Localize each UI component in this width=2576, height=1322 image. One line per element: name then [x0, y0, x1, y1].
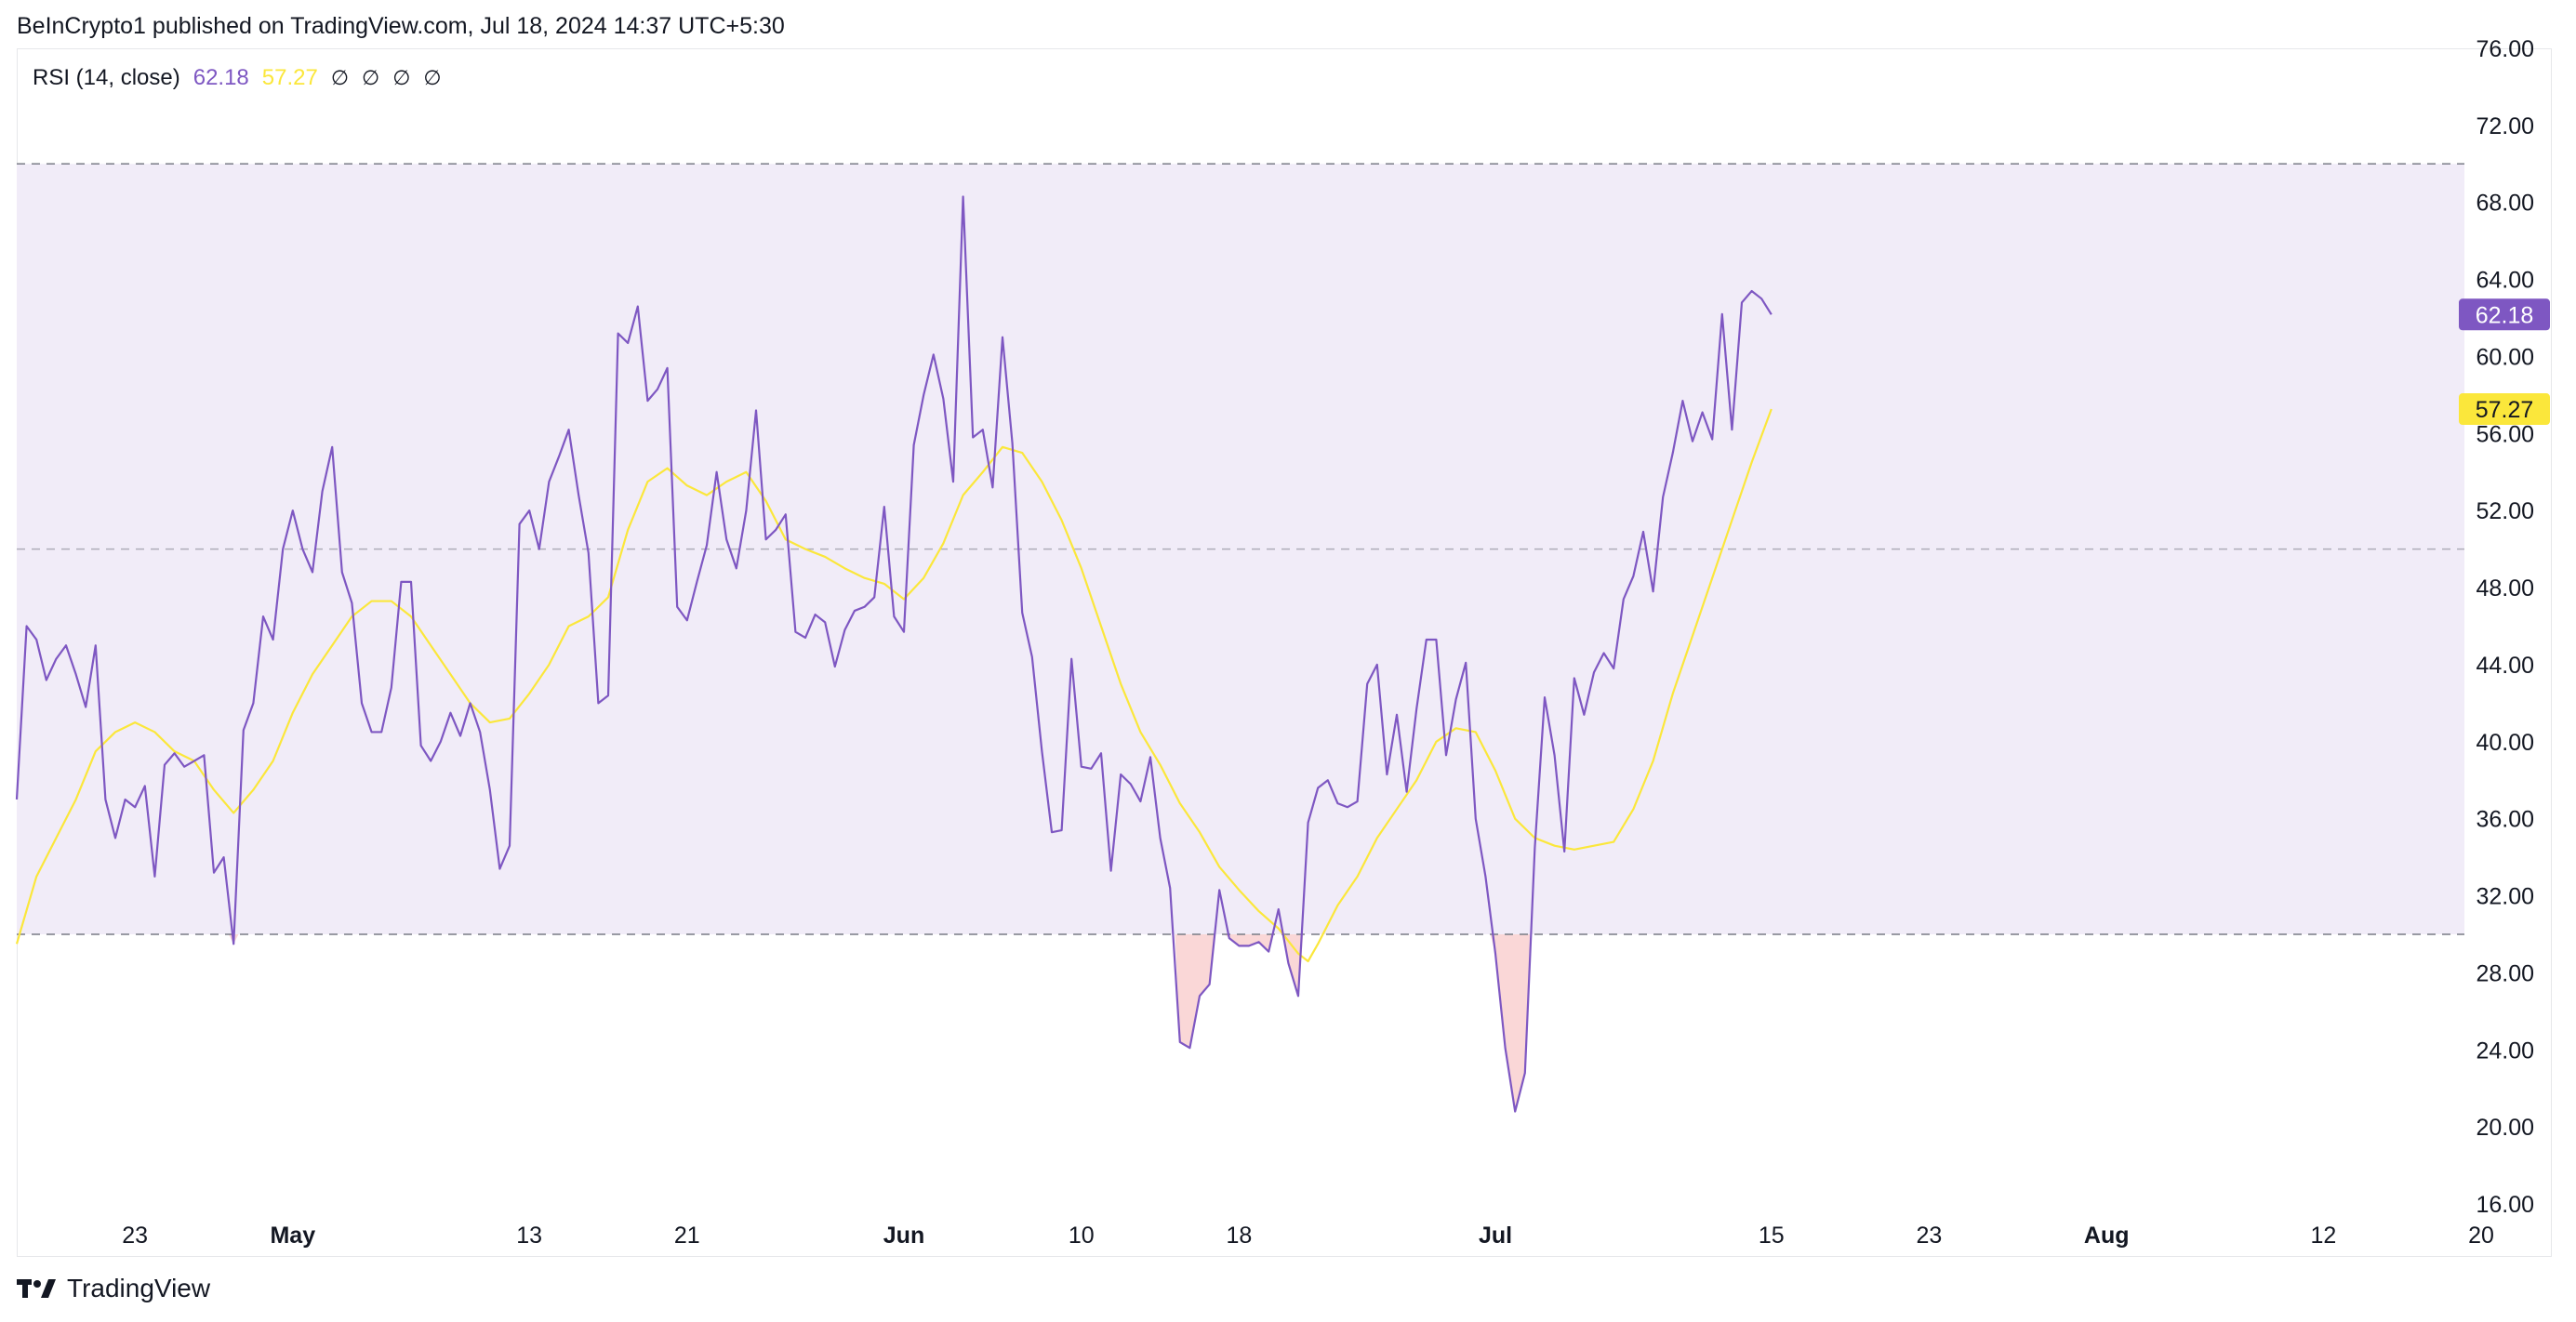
rsi-legend-value: 62.18 [193, 65, 249, 90]
y-tick-label: 48.00 [2476, 575, 2534, 602]
x-tick-label: 20 [2468, 1223, 2494, 1249]
y-tick-label: 20.00 [2476, 1115, 2534, 1141]
y-tick-label: 16.00 [2476, 1192, 2534, 1218]
x-tick-label: 13 [516, 1223, 542, 1249]
oversold-fill [1224, 933, 1274, 952]
rsi-price-tag-label: 62.18 [2476, 302, 2534, 328]
ma-legend-value: 57.27 [261, 65, 318, 90]
y-tick-label: 36.00 [2476, 807, 2534, 833]
y-tick-label: 56.00 [2476, 421, 2534, 447]
y-tick-label: 76.00 [2476, 36, 2534, 62]
tradingview-brand[interactable]: TradingView [17, 1274, 210, 1303]
x-tick-label: 23 [1916, 1223, 1942, 1249]
hidden-icon[interactable]: ∅ [392, 66, 411, 89]
y-tick-label: 52.00 [2476, 498, 2534, 524]
x-tick-label: Aug [2084, 1223, 2130, 1249]
indicator-label[interactable]: RSI (14, close) [33, 65, 180, 90]
ma-price-tag [2459, 393, 2550, 426]
rsi-chart[interactable]: 76.00 72.00 68.00 64.00 60.00 56.00 52.00 48.00… [0, 0, 2576, 1264]
y-tick-label: 64.00 [2476, 268, 2534, 294]
rsi-price-tag [2459, 298, 2550, 331]
y-tick-label: 40.00 [2476, 730, 2534, 756]
y-tick-label: 60.00 [2476, 344, 2534, 370]
x-tick-label: May [270, 1223, 315, 1249]
x-tick-label: 10 [1069, 1223, 1095, 1249]
oversold-fill [1175, 933, 1215, 1049]
hidden-icon[interactable]: ∅ [330, 66, 350, 89]
tradingview-logo-icon [17, 1279, 56, 1298]
y-tick-label: 24.00 [2476, 1038, 2534, 1064]
ma-price-tag-label: 57.27 [2476, 397, 2534, 423]
x-tick-label: 15 [1759, 1223, 1785, 1249]
y-tick-label: 68.00 [2476, 191, 2534, 217]
x-tick-label: 23 [122, 1223, 148, 1249]
hidden-icon[interactable]: ∅ [423, 66, 442, 89]
y-tick-label: 44.00 [2476, 653, 2534, 679]
publish-info: BeInCrypto1 published on TradingView.com… [17, 13, 785, 39]
x-tick-label: Jul [1479, 1223, 1512, 1249]
y-tick-label: 32.00 [2476, 884, 2534, 910]
ma-series-line [15, 408, 1773, 963]
hidden-icon[interactable]: ∅ [362, 66, 380, 89]
y-tick-label: 28.00 [2476, 960, 2534, 986]
x-tick-label: 21 [674, 1223, 700, 1249]
x-tick-label: Jun [883, 1223, 924, 1249]
brand-name: TradingView [67, 1274, 211, 1302]
x-tick-label: 18 [1226, 1223, 1252, 1249]
x-tick-label: 12 [2310, 1223, 2336, 1249]
oversold-fill [1490, 933, 1531, 1112]
y-tick-label: 72.00 [2476, 113, 2534, 139]
indicator-legend[interactable]: RSI (14, close) 62.18 57.27 ∅ ∅ ∅ ∅ [33, 65, 442, 91]
rsi-series-line [15, 195, 1773, 1113]
